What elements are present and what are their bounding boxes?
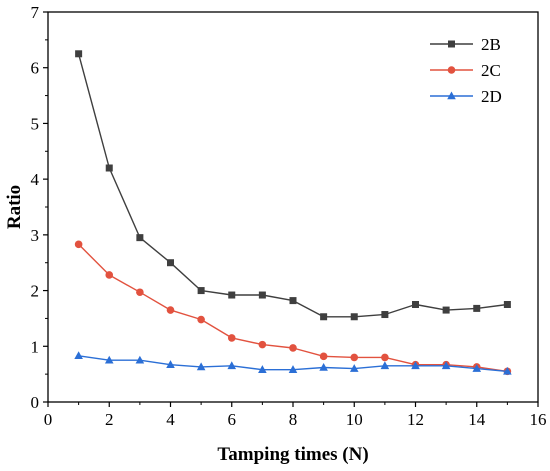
series-2b: [75, 50, 511, 321]
series-2b-point: [289, 297, 297, 305]
series-2b-point: [197, 287, 205, 295]
series-2c-point: [227, 334, 236, 342]
series-2b-point: [320, 313, 328, 321]
series-2c-point: [381, 353, 389, 362]
x-tick-label: 4: [166, 410, 175, 429]
series-2c-point: [258, 340, 267, 349]
y-tick-label: 6: [31, 59, 40, 78]
x-tick-label: 10: [346, 410, 363, 429]
x-tick-label: 6: [228, 410, 237, 429]
series-2b-point: [167, 259, 174, 267]
series-2c-point: [350, 353, 359, 362]
y-tick-label: 7: [31, 3, 40, 22]
series-2d-point: [380, 361, 390, 370]
series-2d-point: [349, 364, 359, 372]
y-tick-label: 4: [31, 170, 40, 189]
y-tick-label: 1: [31, 337, 40, 356]
x-tick-label: 2: [105, 410, 114, 429]
series-2c-point: [136, 288, 144, 297]
y-tick-label: 0: [31, 393, 40, 412]
legend-marker: [447, 66, 456, 74]
series-2d-point: [441, 361, 451, 370]
series-2b-line: [77, 53, 508, 318]
y-axis-ticks: 0 1 2 3 4 5 6 7: [31, 3, 48, 412]
series-2c-point: [289, 344, 297, 352]
series-2d-point: [288, 365, 298, 373]
series-2d-point: [411, 361, 420, 370]
series-2d-point: [166, 360, 175, 368]
series-2b-point: [442, 306, 450, 314]
x-tick-label: 8: [289, 410, 298, 429]
series-2d-point: [258, 365, 267, 373]
series-2d-point: [135, 355, 145, 364]
series-2d-point: [196, 362, 206, 371]
series-2d-point: [74, 351, 83, 360]
series-2b-point: [228, 291, 236, 299]
series-2d-point: [319, 362, 328, 371]
series-2d-point: [503, 366, 512, 375]
legend-item-2b: 2B: [430, 35, 501, 54]
series-2b-point: [75, 50, 83, 58]
series-2c-point: [105, 271, 114, 279]
series-2b-point: [136, 234, 144, 242]
x-tick-label: 12: [407, 410, 424, 429]
x-axis-title: Tamping times (N): [217, 444, 368, 465]
series-2c-point: [197, 315, 205, 324]
series-2c-point: [166, 306, 175, 314]
series-2d: [74, 351, 512, 375]
series-2d-point: [227, 361, 237, 370]
legend-item-2d: 2D: [430, 87, 502, 106]
legend-marker: [447, 91, 456, 100]
y-tick-label: 2: [31, 282, 40, 301]
series-2c: [74, 240, 512, 376]
series-2b-point: [105, 164, 113, 172]
series-2b-point: [258, 291, 266, 299]
series-2b-point: [473, 304, 481, 312]
x-axis-ticks: 0 2 4 6 8 10 12 14 16: [44, 402, 547, 429]
y-tick-label: 3: [31, 226, 40, 245]
x-tick-label: 14: [468, 410, 486, 429]
series-2b-point: [503, 301, 511, 308]
y-axis-title: Ratio: [4, 185, 25, 229]
series-2d-point: [104, 355, 114, 364]
series-2b-point: [412, 301, 419, 308]
series-2c-point: [74, 240, 83, 249]
legend: 2B 2C 2D: [430, 35, 502, 106]
series-2b-point: [350, 313, 358, 321]
x-tick-label: 16: [530, 410, 547, 429]
series-2d-point: [472, 364, 482, 372]
legend-label-2b: 2B: [481, 35, 501, 54]
legend-item-2c: 2C: [430, 61, 501, 80]
series-layer: [74, 50, 512, 376]
y-tick-label: 5: [31, 114, 40, 133]
legend-label-2d: 2D: [481, 87, 502, 106]
legend-label-2c: 2C: [481, 61, 501, 80]
legend-marker: [448, 40, 455, 48]
series-2c-point: [319, 352, 328, 361]
x-tick-label: 0: [44, 410, 53, 429]
series-2b-point: [381, 311, 389, 319]
